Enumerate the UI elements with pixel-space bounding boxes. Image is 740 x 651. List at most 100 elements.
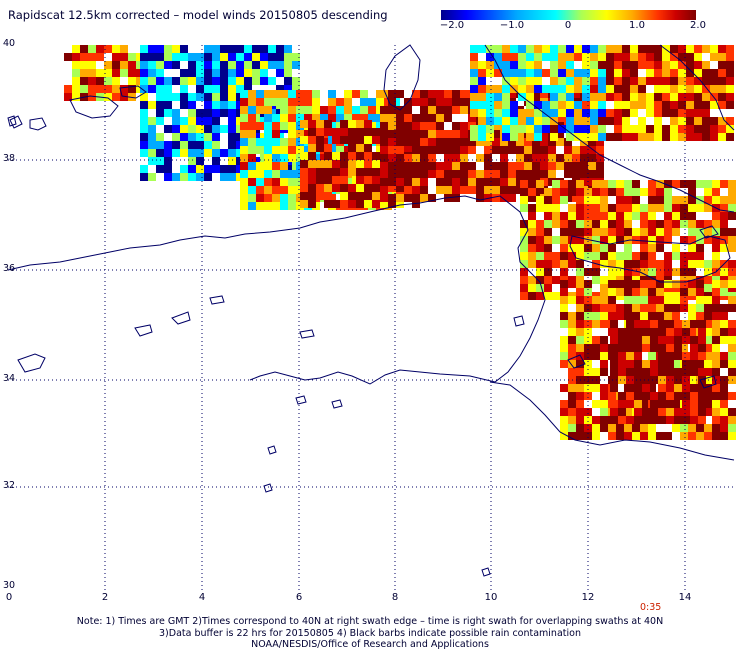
wind-cell xyxy=(284,45,292,53)
wind-cell xyxy=(148,125,156,133)
wind-cell xyxy=(666,400,674,408)
wind-cell xyxy=(156,69,164,77)
wind-cell xyxy=(264,162,272,170)
wind-cell xyxy=(196,93,204,101)
wind-cell xyxy=(664,180,672,188)
wind-cell xyxy=(140,85,148,93)
wind-cell xyxy=(104,45,112,53)
wind-cell xyxy=(228,69,236,77)
wind-cell xyxy=(552,252,560,260)
wind-cell xyxy=(220,93,228,101)
wind-cell xyxy=(598,101,606,109)
wind-cell xyxy=(240,178,248,186)
wind-cell xyxy=(196,69,204,77)
wind-cell xyxy=(332,128,340,136)
wind-cell xyxy=(452,106,460,114)
wind-cell xyxy=(718,117,726,125)
wind-cell xyxy=(654,53,662,61)
wind-cell xyxy=(548,154,556,162)
wind-cell xyxy=(492,194,500,202)
wind-cell xyxy=(704,344,712,352)
wind-cell xyxy=(614,77,622,85)
wind-cell xyxy=(560,304,568,312)
wind-cell xyxy=(576,260,584,268)
wind-cell xyxy=(556,130,564,138)
wind-cell xyxy=(650,376,658,384)
wind-cell xyxy=(520,236,528,244)
wind-cell xyxy=(648,312,656,320)
wind-cell xyxy=(726,69,734,77)
wind-cell xyxy=(500,170,508,178)
wind-cell xyxy=(128,61,136,69)
wind-cell xyxy=(662,125,670,133)
wind-cell xyxy=(356,136,364,144)
wind-cell xyxy=(352,106,360,114)
wind-cell xyxy=(672,360,680,368)
wind-cell xyxy=(582,101,590,109)
wind-cell xyxy=(572,90,580,98)
wind-cell xyxy=(320,114,328,122)
wind-cell xyxy=(568,424,576,432)
wind-cell xyxy=(364,176,372,184)
wind-cell xyxy=(674,352,682,360)
wind-cell xyxy=(718,77,726,85)
wind-cell xyxy=(718,85,726,93)
wind-cell xyxy=(640,236,648,244)
wind-cell xyxy=(568,188,576,196)
wind-cell xyxy=(584,268,592,276)
wind-cell xyxy=(380,200,388,208)
wind-cell xyxy=(576,196,584,204)
wind-cell xyxy=(228,85,236,93)
wind-cell xyxy=(608,260,616,268)
wind-cell xyxy=(316,120,324,128)
wind-cell xyxy=(284,85,292,93)
wind-cell xyxy=(610,376,618,384)
wind-cell xyxy=(580,170,588,178)
wind-cell xyxy=(634,320,642,328)
wind-cell xyxy=(444,162,452,170)
wind-cell xyxy=(576,236,584,244)
wind-cell xyxy=(228,165,236,173)
wind-cell xyxy=(626,416,634,424)
wind-cell xyxy=(552,204,560,212)
wind-cell xyxy=(420,138,428,146)
wind-cell xyxy=(288,98,296,106)
wind-cell xyxy=(672,280,680,288)
wind-cell xyxy=(470,133,478,141)
wind-cell xyxy=(680,432,688,440)
wind-cell xyxy=(680,212,688,220)
wind-cell xyxy=(156,77,164,85)
wind-cell xyxy=(664,212,672,220)
wind-cell xyxy=(686,101,694,109)
wind-cell xyxy=(212,117,220,125)
wind-cell xyxy=(316,144,324,152)
wind-cell xyxy=(690,400,698,408)
wind-cell xyxy=(596,170,604,178)
wind-cell xyxy=(606,93,614,101)
wind-cell xyxy=(188,69,196,77)
wind-cell xyxy=(606,85,614,93)
wind-cell xyxy=(188,61,196,69)
wind-cell xyxy=(600,336,608,344)
wind-cell xyxy=(536,268,544,276)
wind-cell xyxy=(632,296,640,304)
wind-cell xyxy=(598,85,606,93)
wind-cell xyxy=(284,53,292,61)
wind-cell xyxy=(600,204,608,212)
wind-cell xyxy=(712,288,720,296)
wind-cell xyxy=(592,196,600,204)
wind-cell xyxy=(580,154,588,162)
wind-cell xyxy=(156,157,164,165)
wind-cell xyxy=(64,85,72,93)
wind-cell xyxy=(666,408,674,416)
wind-cell xyxy=(80,77,88,85)
wind-cell xyxy=(520,204,528,212)
wind-cell xyxy=(588,146,596,154)
wind-cell xyxy=(486,109,494,117)
wind-cell xyxy=(614,93,622,101)
wind-cell xyxy=(696,304,704,312)
wind-cell xyxy=(728,188,736,196)
wind-cell xyxy=(624,312,632,320)
wind-cell xyxy=(670,133,678,141)
wind-cell xyxy=(172,117,180,125)
